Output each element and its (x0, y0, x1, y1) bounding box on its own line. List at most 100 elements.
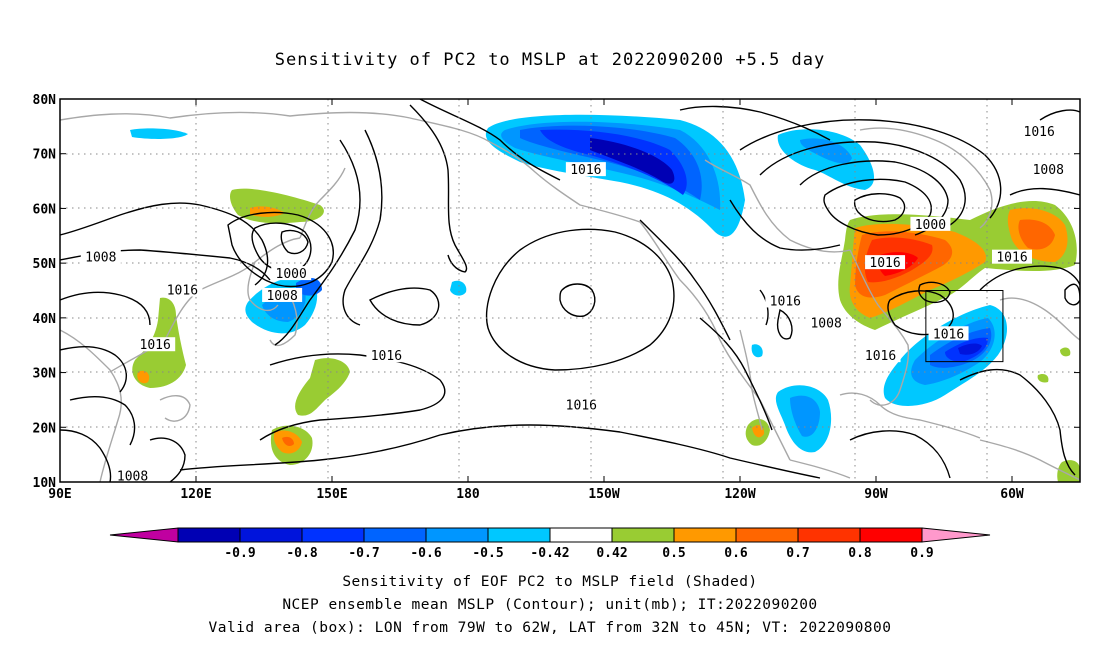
map-frame (59, 98, 1081, 483)
colorbar-label: -0.8 (286, 546, 317, 561)
contour-label-text: 1008 (266, 289, 297, 304)
colorbar-label: 0.7 (786, 546, 809, 561)
contour-label-bg (271, 266, 312, 281)
caption-line-3: Valid area (box): LON from 79W to 62W, L… (208, 620, 892, 636)
lat-tick-label: 10N (33, 476, 57, 491)
contour-label-text: 1016 (566, 398, 597, 413)
contour-label: 1008 (806, 315, 847, 331)
lon-tick-label: 90W (864, 487, 888, 502)
contour-label-bg (765, 293, 806, 308)
contour-label: 1008 (80, 249, 121, 266)
lon-tick-label: 120E (180, 487, 211, 502)
contour-label-bg (865, 255, 906, 270)
contour-label: 1016 (865, 255, 906, 271)
colorbar-segment (735, 527, 799, 543)
contour-label-bg (135, 337, 176, 352)
mslp-contours (60, 99, 1080, 482)
contour-label-text: 1016 (140, 338, 171, 353)
contour-label-text: 1000 (276, 267, 307, 282)
lat-tick-label: 30N (33, 367, 57, 382)
contour-label-bg (1028, 162, 1069, 177)
contour-label-text: 1000 (915, 218, 946, 233)
lon-tick-label: 150E (316, 487, 347, 502)
contour-label-text: 1008 (85, 251, 116, 266)
contour-label-text: 1016 (371, 349, 402, 364)
contour-label-bg (806, 315, 847, 330)
caption-line-1: Sensitivity of EOF PC2 to MSLP field (Sh… (342, 574, 758, 590)
contour-label-text: 1008 (1033, 163, 1064, 178)
contour-label-text: 1016 (167, 284, 198, 299)
contour-label: 1016 (928, 326, 969, 342)
lat-lon-grid (60, 99, 1080, 482)
contour-label-text: 1016 (996, 251, 1027, 266)
map-title: Sensitivity of PC2 to MSLP at 2022090200… (274, 50, 826, 70)
colorbar-label: 0.9 (910, 546, 933, 561)
colorbar-segment (549, 527, 613, 543)
contour-label: 1016 (765, 293, 806, 309)
colorbar-segment (177, 527, 241, 543)
contour-label-text: 1016 (570, 163, 601, 178)
colorbar-segment (363, 527, 427, 543)
colorbar-label: 0.42 (596, 546, 627, 561)
colorbar-max-arrow (921, 527, 991, 543)
lat-tick-label: 20N (33, 421, 57, 436)
contour-label: 1016 (565, 162, 606, 178)
contour-labels: 1016 1008 1016 1000 1016 1016 1008 1000 1008 1016… (80, 123, 1069, 482)
contour-label: 1016 (135, 337, 176, 353)
lon-tick-label: 60W (1000, 487, 1024, 502)
colorbar-label: 0.8 (848, 546, 872, 561)
contour-label-bg (162, 282, 203, 297)
contour-label-bg (910, 216, 951, 231)
contour-label-bg (262, 287, 303, 302)
contour-label: 1016 (1019, 123, 1060, 140)
colorbar-label: 0.5 (662, 546, 685, 561)
lon-tick-label: 90E (48, 487, 71, 502)
contour-label-text: 1016 (933, 327, 964, 342)
lat-tick-label: 80N (33, 93, 57, 108)
colorbar-segment (425, 527, 489, 543)
contour-label: 1016 (162, 282, 203, 299)
colorbar-segment (301, 527, 365, 543)
contour-label-text: 1016 (869, 256, 900, 271)
lon-tick-label: 180 (456, 487, 480, 502)
contour-label-bg (928, 326, 969, 341)
colorbar-label: -0.5 (472, 546, 503, 561)
contour-label-bg (992, 249, 1032, 264)
colorbar: -0.9 -0.8 -0.7 -0.6 -0.5 -0.42 0.42 0.5 0.6 0.7 0.… (109, 527, 991, 561)
colorbar-segment (611, 527, 675, 543)
contour-label-bg (1019, 123, 1060, 138)
contour-label: 1000 (910, 216, 951, 233)
colorbar-label: -0.6 (410, 546, 441, 561)
colorbar-segment (673, 527, 737, 543)
contour-label: 1016 (366, 348, 407, 364)
contour-label-bg (860, 348, 901, 363)
axis-ticks: 90E 120E 150E 180 150W 120W 90W 60W 10N 20N 30N 40N… (33, 93, 1080, 502)
contour-label-text: 1016 (1024, 125, 1055, 140)
lat-tick-label: 50N (33, 257, 57, 272)
colorbar-segment (859, 527, 923, 543)
colorbar-segment (239, 527, 303, 543)
contour-label: 1000 (271, 266, 312, 282)
contour-label: 1016 (860, 348, 901, 364)
contour-label-bg (561, 397, 602, 412)
contour-label-bg (112, 468, 153, 482)
lon-tick-label: 150W (588, 487, 619, 502)
contour-label: 1016 (992, 249, 1032, 266)
contour-label-text: 1016 (865, 349, 896, 364)
contour-label: 1016 (561, 397, 602, 413)
colorbar-min-arrow (109, 527, 179, 543)
contour-label-bg (565, 162, 606, 177)
contour-label: 1008 (112, 468, 153, 482)
colorbar-label: -0.7 (348, 546, 379, 561)
colorbar-segment (487, 527, 551, 543)
colorbar-label: 0.6 (724, 546, 748, 561)
lat-tick-label: 70N (33, 148, 57, 163)
colorbar-segment (797, 527, 861, 543)
lat-tick-label: 60N (33, 202, 57, 217)
contour-label: 1008 (1028, 162, 1069, 178)
contour-label-text: 1008 (810, 316, 841, 331)
contour-label: 1008 (262, 287, 303, 304)
contour-label-bg (80, 249, 121, 264)
colorbar-label: -0.9 (224, 546, 255, 561)
